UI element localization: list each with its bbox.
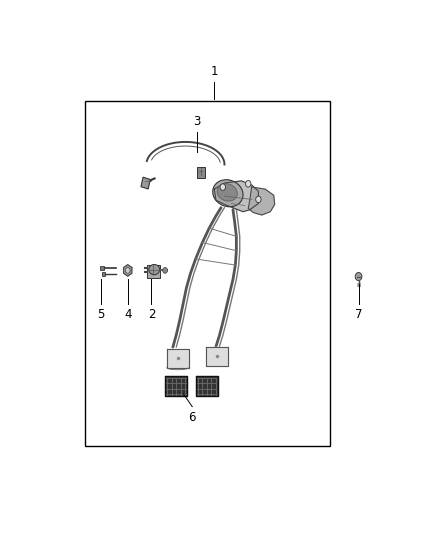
Circle shape (220, 184, 226, 190)
Ellipse shape (217, 184, 237, 201)
Bar (147, 265, 159, 278)
Polygon shape (165, 376, 187, 397)
Circle shape (246, 181, 251, 187)
Text: 6: 6 (188, 411, 196, 424)
Polygon shape (196, 376, 218, 397)
Bar (102, 272, 105, 276)
Ellipse shape (149, 264, 159, 274)
Text: 1: 1 (211, 66, 218, 78)
Circle shape (162, 268, 167, 273)
Polygon shape (124, 265, 132, 276)
Polygon shape (167, 349, 189, 368)
Bar (100, 266, 104, 270)
Bar (197, 166, 205, 178)
Text: 5: 5 (97, 308, 104, 321)
Bar (85, 101, 330, 446)
Polygon shape (214, 181, 258, 212)
Text: 4: 4 (124, 308, 131, 321)
Circle shape (355, 272, 362, 281)
Polygon shape (248, 187, 275, 215)
Text: 2: 2 (148, 308, 155, 321)
Text: 3: 3 (194, 115, 201, 127)
Polygon shape (206, 347, 228, 366)
Circle shape (256, 196, 261, 203)
Bar (141, 177, 150, 189)
Circle shape (125, 268, 130, 273)
Text: 7: 7 (355, 308, 362, 321)
Ellipse shape (213, 180, 243, 207)
